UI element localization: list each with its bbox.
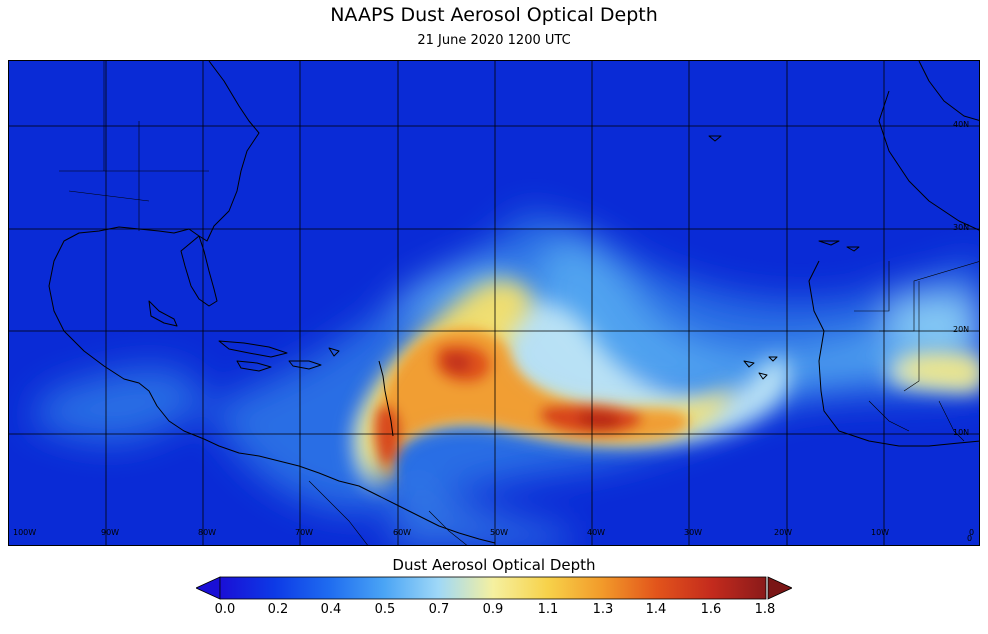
lat-label: 10N [953, 428, 970, 437]
colorbar-tick: 0.5 [374, 602, 396, 617]
lat-label: 40N [953, 120, 970, 129]
lon-label: 30W [684, 528, 703, 537]
lon-label: 100W [13, 528, 37, 537]
aod-map: 100W 90W 80W 70W 60W 50W 40W 30W 20W 10W… [8, 60, 980, 546]
borders [59, 61, 979, 545]
colorbar-tick: 1.6 [700, 602, 722, 617]
map-subtitle: 21 June 2020 1200 UTC [417, 33, 571, 48]
lat-label: 0 [967, 534, 973, 543]
lon-label: 70W [295, 528, 314, 537]
lon-label: 90W [101, 528, 120, 537]
aod-high-core [374, 328, 689, 481]
graticule [9, 61, 979, 545]
aod-map-canvas [9, 61, 979, 545]
lon-label: 40W [587, 528, 606, 537]
colorbar-tick: 0.2 [267, 602, 289, 617]
colorbar-tick: 0.4 [320, 602, 342, 617]
lon-label: 60W [393, 528, 412, 537]
colorbar-tick: 1.3 [592, 602, 614, 617]
lat-label: 30N [953, 223, 970, 232]
colorbar-under-arrow [196, 576, 221, 600]
colorbar-title: Dust Aerosol Optical Depth [392, 556, 596, 574]
colorbar-over-arrow [767, 576, 792, 600]
lon-label: 0 [969, 528, 975, 537]
lon-label: 80W [198, 528, 217, 537]
colorbar-tick: 1.4 [645, 602, 667, 617]
colorbar [196, 576, 792, 600]
lon-label: 50W [490, 528, 509, 537]
coastlines [48, 61, 979, 544]
colorbar-tick: 1.1 [537, 602, 559, 617]
lon-label: 20W [774, 528, 793, 537]
colorbar-tick: 0.7 [428, 602, 450, 617]
colorbar-tick: 0.9 [482, 602, 504, 617]
colorbar-tick: 1.8 [754, 602, 776, 617]
lat-label: 20N [953, 325, 970, 334]
colorbar-bar [219, 576, 767, 600]
lon-label: 10W [871, 528, 890, 537]
colorbar-tick: 0.0 [214, 602, 236, 617]
map-title: NAAPS Dust Aerosol Optical Depth [330, 4, 658, 26]
